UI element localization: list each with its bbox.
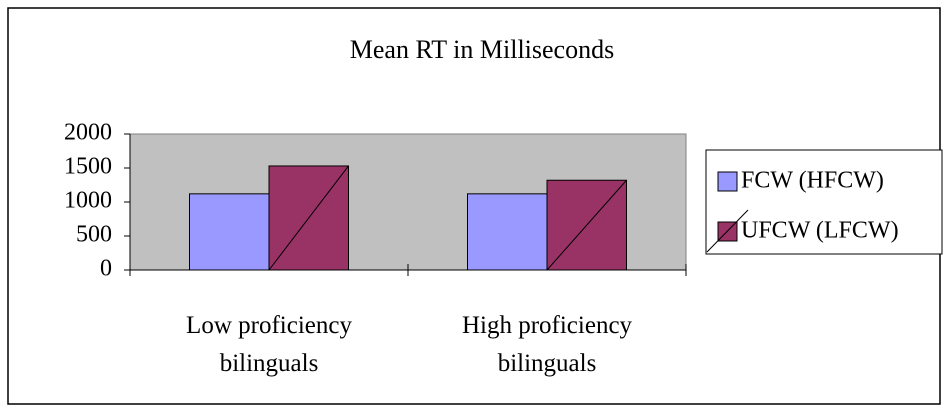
y-tick-label: 1000 (64, 188, 112, 214)
bar-hatch (546, 179, 627, 271)
bar (189, 193, 270, 271)
legend-hatch (706, 209, 749, 253)
bar-hatch (268, 165, 349, 271)
bar (467, 193, 548, 271)
chart-title: Mean RT in Milliseconds (350, 35, 614, 64)
y-tick-label: 1500 (64, 154, 112, 180)
x-tick-label: Low proficiency bilinguals (186, 312, 352, 377)
legend-label: FCW (HFCW) (741, 168, 884, 194)
y-tick-label: 0 (100, 256, 112, 282)
legend-box (705, 149, 943, 255)
legend-swatch (717, 171, 738, 192)
x-tick-label: High proficiency bilinguals (461, 312, 633, 377)
y-tick-label: 2000 (64, 120, 112, 146)
y-tick-label: 500 (76, 222, 112, 248)
legend-label: UFCW (LFCW) (741, 218, 899, 244)
